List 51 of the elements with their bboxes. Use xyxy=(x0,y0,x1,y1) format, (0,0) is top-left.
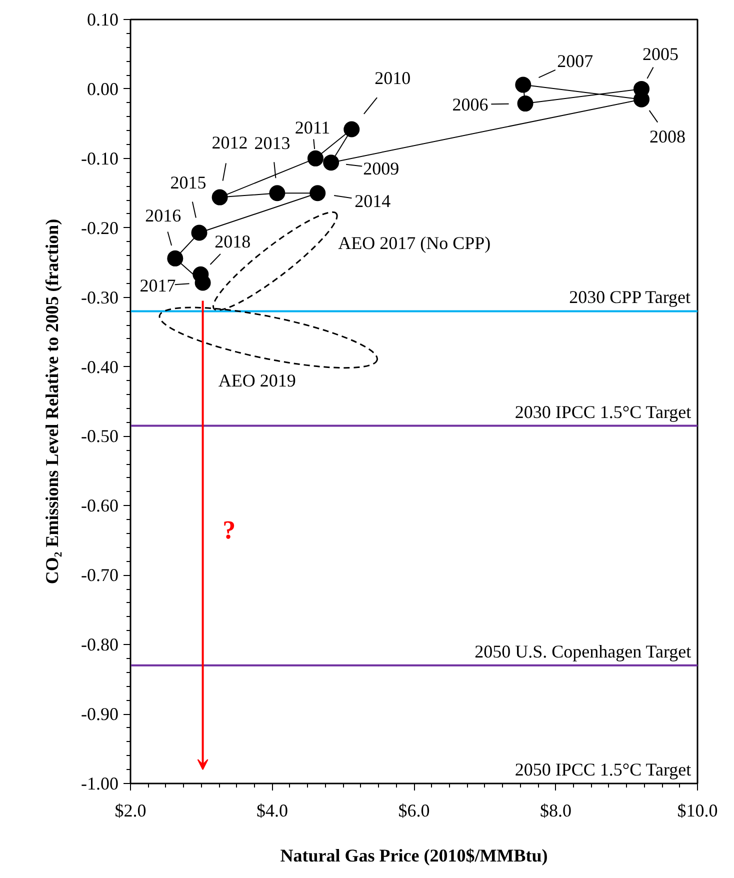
point xyxy=(212,189,228,206)
annotation: 2007 xyxy=(557,50,594,71)
y-tick-label: -0.60 xyxy=(81,496,119,516)
annotation: 2006 xyxy=(452,94,488,115)
point xyxy=(310,185,326,202)
point xyxy=(167,250,184,266)
annotation: AEO 2017 (No CPP) xyxy=(338,233,491,254)
annotation: 2014 xyxy=(354,191,391,212)
annotation: AEO 2019 xyxy=(218,370,296,391)
y-tick-label: -1.00 xyxy=(81,774,119,794)
point xyxy=(192,266,209,282)
x-tick-label: $6.0 xyxy=(398,800,430,820)
annotation: 2050 IPCC 1.5°C Target xyxy=(514,760,692,780)
point xyxy=(517,96,534,112)
y-tick-label: -0.90 xyxy=(81,704,119,724)
y-tick-label: -0.40 xyxy=(81,356,119,377)
annotation: 2018 xyxy=(214,231,251,252)
y-tick-label: -0.10 xyxy=(81,148,119,168)
x-tick-label: $10.0 xyxy=(677,800,718,820)
x-tick-label: $8.0 xyxy=(540,800,572,820)
point xyxy=(269,185,286,202)
x-tick-label: $4.0 xyxy=(256,800,288,820)
point xyxy=(323,154,340,171)
x-tick-label: $2.0 xyxy=(114,800,146,820)
annotation: 2008 xyxy=(650,126,686,146)
y-tick-label: 0.00 xyxy=(87,78,118,99)
y-tick-label: -0.70 xyxy=(81,565,119,586)
annotation: 2009 xyxy=(363,158,400,179)
point xyxy=(515,76,532,93)
y-tick-label: 0.10 xyxy=(87,10,118,30)
point xyxy=(344,121,360,138)
annotation: 2005 xyxy=(642,44,679,64)
annotation: 2011 xyxy=(294,117,330,138)
annotation: 2016 xyxy=(145,205,182,226)
y-tick-label: -0.80 xyxy=(81,634,119,655)
y-axis-title: CO₂ Emissions Level Relative to 2005 (fraction) xyxy=(42,218,62,584)
annotation: 2015 xyxy=(170,172,206,193)
x-axis-title: Natural Gas Price (2010$/MMBtu) xyxy=(280,846,548,866)
ref-line-label: 2030 IPCC 1.5°C Target xyxy=(514,402,692,422)
y-tick-label: -0.50 xyxy=(81,426,119,446)
point xyxy=(307,150,324,166)
annotation: 2012 xyxy=(212,132,248,152)
annotation: ? xyxy=(222,515,236,544)
y-tick-label: -0.20 xyxy=(81,218,119,238)
y-tick-label: -0.30 xyxy=(81,287,119,308)
annotation: 2013 xyxy=(254,133,290,154)
annotation: 2017 xyxy=(140,276,176,296)
annotation: 2010 xyxy=(374,68,411,88)
ref-line-label: 2050 U.S. Copenhagen Target xyxy=(474,641,692,662)
point xyxy=(191,224,208,241)
ref-line-label: 2030 CPP Target xyxy=(569,287,691,308)
